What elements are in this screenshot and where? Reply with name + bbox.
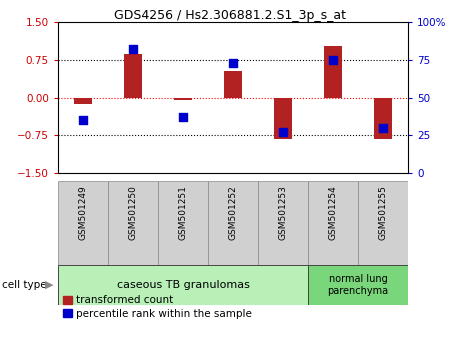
Text: GDS4256 / Hs2.306881.2.S1_3p_s_at: GDS4256 / Hs2.306881.2.S1_3p_s_at: [114, 9, 345, 22]
FancyBboxPatch shape: [308, 181, 357, 265]
FancyBboxPatch shape: [157, 181, 207, 265]
Point: [179, 114, 186, 120]
Text: GSM501255: GSM501255: [378, 185, 386, 240]
Text: cell type: cell type: [2, 280, 47, 290]
Point: [129, 46, 136, 52]
FancyBboxPatch shape: [58, 181, 108, 265]
FancyBboxPatch shape: [108, 181, 157, 265]
Bar: [224, 71, 241, 97]
Bar: [124, 54, 141, 97]
Point: [79, 117, 86, 123]
Bar: [374, 97, 391, 139]
Text: GSM501251: GSM501251: [178, 185, 187, 240]
Point: [379, 125, 386, 131]
Text: GSM501252: GSM501252: [228, 185, 237, 240]
Point: [329, 57, 336, 63]
Bar: [274, 97, 291, 139]
Point: [229, 60, 236, 65]
Text: GSM501249: GSM501249: [78, 185, 87, 240]
Point: [279, 130, 286, 135]
Bar: [324, 46, 341, 97]
Text: GSM501250: GSM501250: [128, 185, 137, 240]
FancyBboxPatch shape: [308, 265, 407, 305]
Text: GSM501253: GSM501253: [278, 185, 287, 240]
Legend: transformed count, percentile rank within the sample: transformed count, percentile rank withi…: [63, 296, 251, 319]
Text: ▶: ▶: [45, 280, 54, 290]
Text: caseous TB granulomas: caseous TB granulomas: [116, 280, 249, 290]
FancyBboxPatch shape: [207, 181, 257, 265]
Bar: [74, 97, 91, 103]
FancyBboxPatch shape: [257, 181, 308, 265]
Text: normal lung
parenchyma: normal lung parenchyma: [327, 274, 388, 296]
Bar: [174, 97, 191, 99]
FancyBboxPatch shape: [357, 181, 407, 265]
Text: GSM501254: GSM501254: [328, 185, 337, 240]
FancyBboxPatch shape: [58, 265, 308, 305]
